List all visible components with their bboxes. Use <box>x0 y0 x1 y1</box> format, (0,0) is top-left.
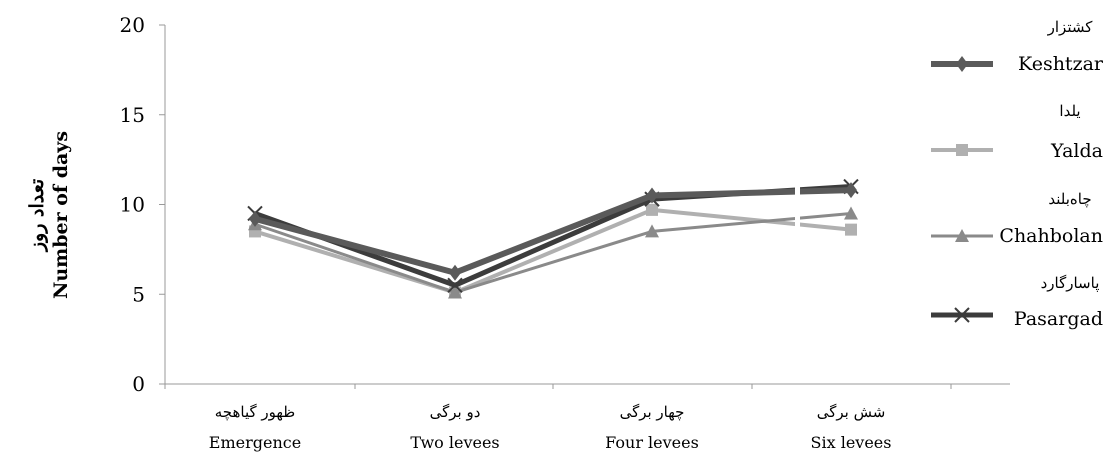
y-tick-label: 5 <box>132 282 145 306</box>
x-tick-label-english: Six levees <box>811 433 892 452</box>
legend-label: Yalda <box>1050 140 1103 162</box>
legend-item-pasargad: پاسارگارد Pasargad <box>931 274 1103 330</box>
legend-label: Chahbolan <box>999 225 1103 247</box>
line-break-gap <box>795 170 800 240</box>
x-tick-label-english: Two levees <box>410 433 499 452</box>
series-line <box>254 187 852 276</box>
x-tick-label-english: Emergence <box>209 433 301 452</box>
legend-item-keshtzar: کشتزار Keshtzar <box>931 18 1104 75</box>
y-tick-label: 0 <box>132 372 145 396</box>
x-tick-label-farsi: ظهور گیاهچه <box>215 403 296 421</box>
x-tick-label-farsi: چهار برگی <box>620 403 685 421</box>
x-tick-labels: ظهور گیاهچه Emergence دو برگی Two levees چها… <box>164 384 952 452</box>
legend-label-farsi: یلدا <box>1059 102 1080 120</box>
x-tick-label-farsi: دو برگی <box>430 403 481 421</box>
y-tick-label: 10 <box>120 193 145 217</box>
data-point <box>449 264 461 281</box>
legend-marker <box>956 56 968 72</box>
series-lines <box>247 170 859 299</box>
series-line <box>254 211 852 294</box>
x-tick-label-farsi: شش برگی <box>817 403 886 421</box>
data-point <box>447 277 463 293</box>
series-chahbolan <box>248 206 858 299</box>
x-tick-label-english: Four levees <box>605 433 699 452</box>
legend-marker <box>954 307 970 323</box>
data-point <box>845 182 857 199</box>
series-keshtzar <box>249 182 857 281</box>
data-point <box>249 210 261 227</box>
y-axis-label-english: Number of days <box>50 131 72 299</box>
legend-label-farsi: چاه‌بلند <box>1048 190 1091 208</box>
y-tick-label: 20 <box>120 13 145 37</box>
data-point <box>646 187 658 204</box>
legend-label: Keshtzar <box>1018 53 1104 75</box>
data-point <box>845 223 857 236</box>
legend-item-yalda: یلدا Yalda <box>931 102 1103 162</box>
legend-item-chahbolan: چاه‌بلند Chahbolan <box>931 190 1103 247</box>
legend-marker <box>956 144 968 156</box>
data-point <box>645 224 659 238</box>
legend: کشتزار Keshtzar یلدا Yalda چاه‌بلند Chahbolan… <box>931 18 1104 330</box>
y-axis-label-farsi: تعداد روز <box>26 179 48 253</box>
x-marker-stroke <box>954 307 970 323</box>
data-point <box>646 203 658 216</box>
y-tick-label: 15 <box>120 103 145 127</box>
series-yalda <box>249 203 857 299</box>
series-line <box>254 207 852 295</box>
legend-marker <box>955 229 969 242</box>
data-point <box>844 206 858 220</box>
legend-label: Pasargad <box>1014 308 1103 330</box>
legend-label-farsi: کشتزار <box>1047 18 1094 36</box>
x-marker-stroke <box>447 277 463 293</box>
y-tick-labels: 0 5 10 15 20 <box>120 13 165 396</box>
data-point <box>448 285 462 299</box>
axes: 0 5 10 15 20 ظهور گیاهچه Emergence دو برگی Two … <box>120 13 1010 452</box>
legend-label-farsi: پاسارگارد <box>1041 274 1100 292</box>
y-axis-label: تعداد روز Number of days <box>26 131 72 299</box>
